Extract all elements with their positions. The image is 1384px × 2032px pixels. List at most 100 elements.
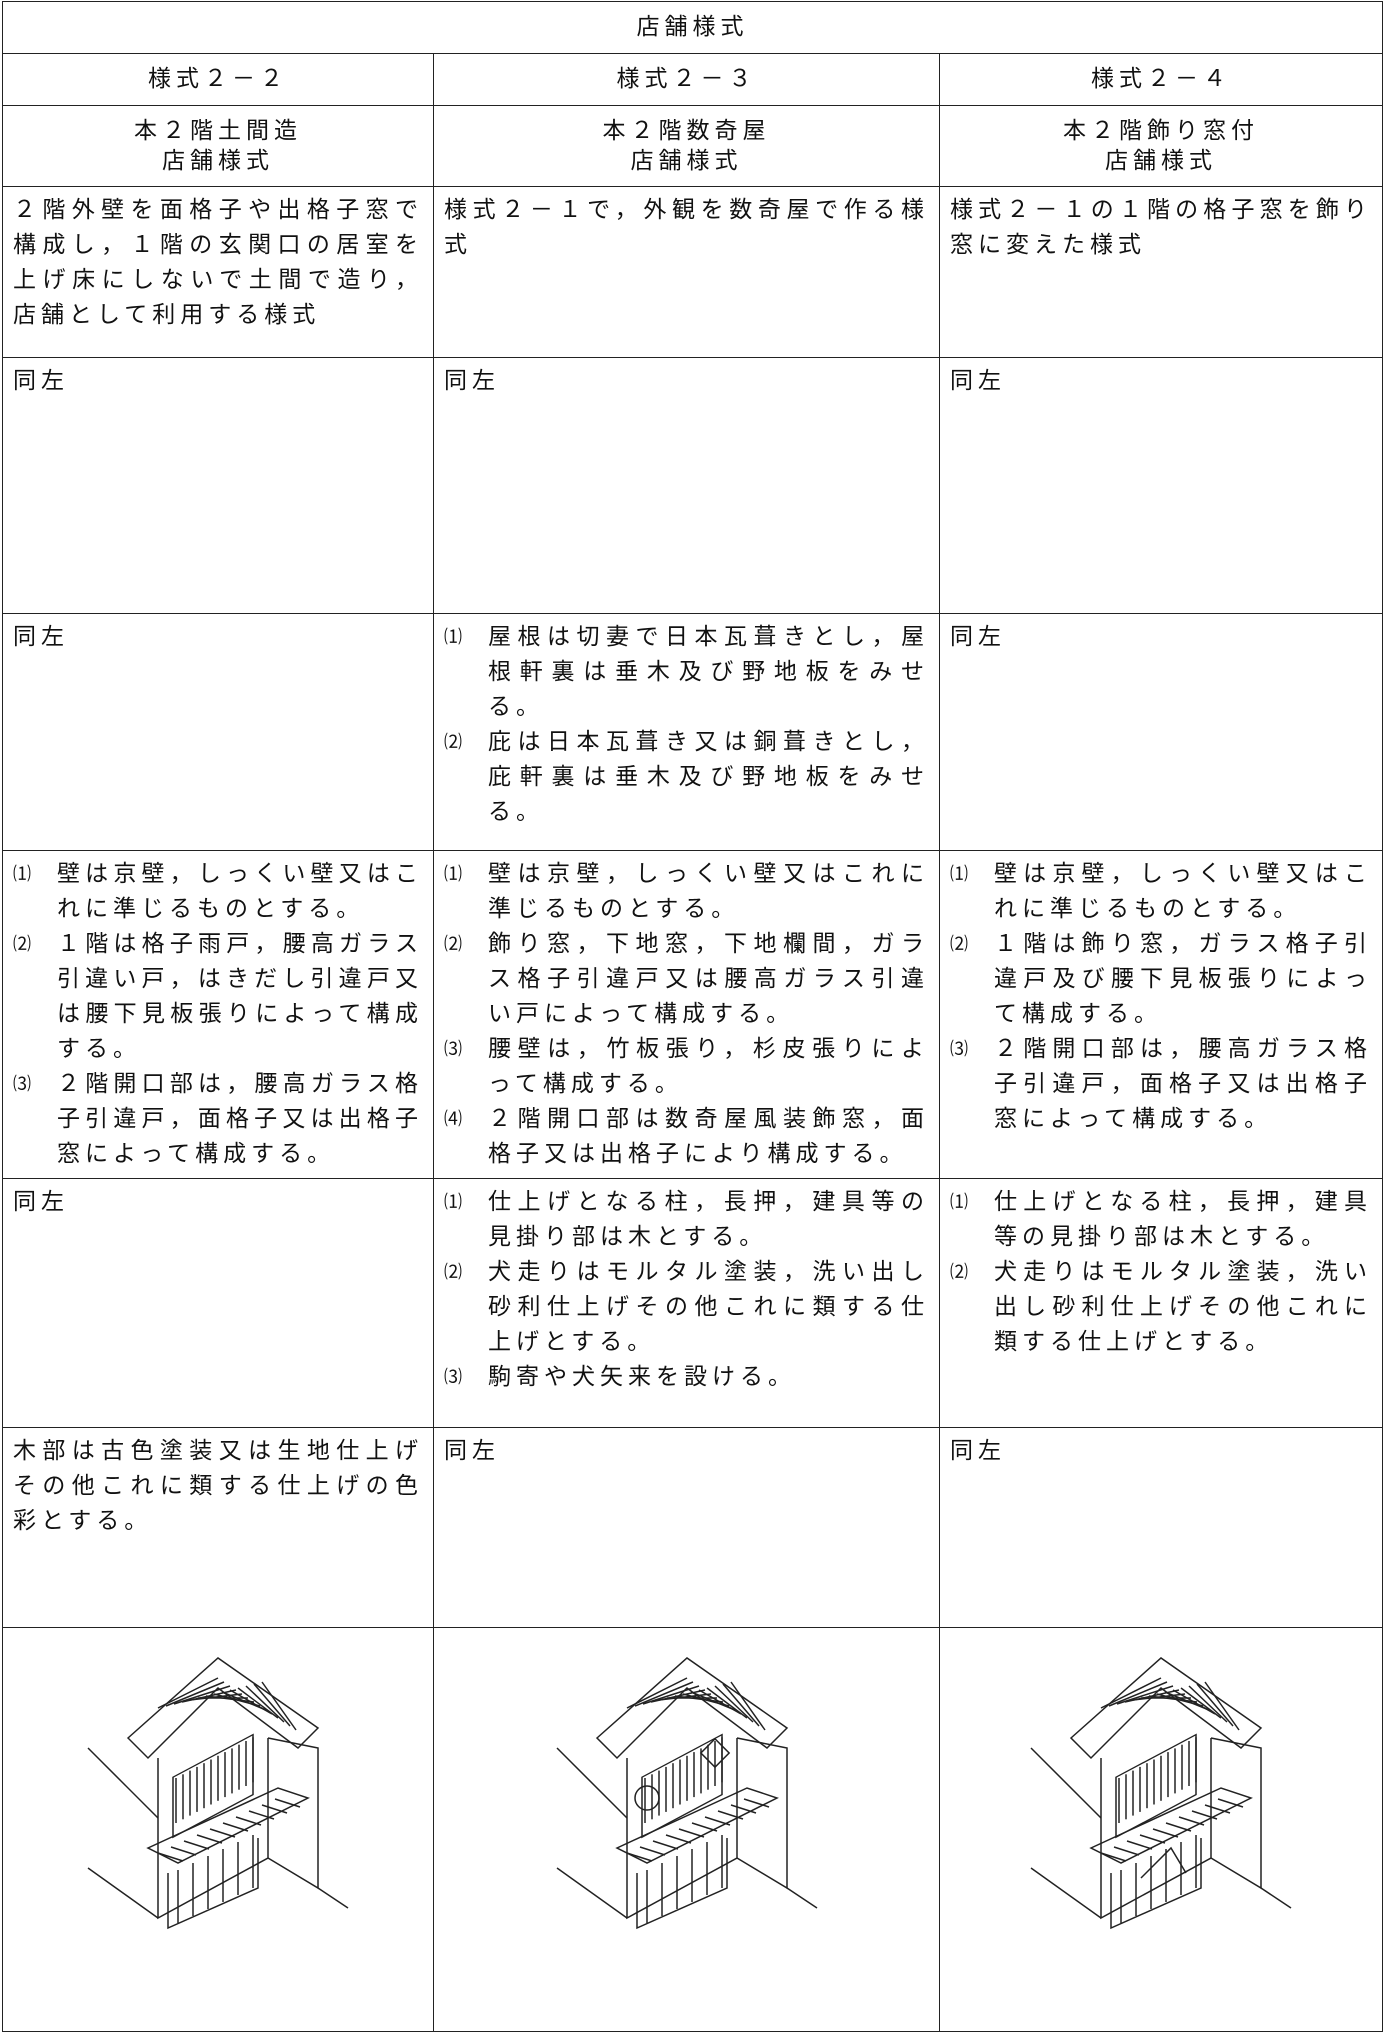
header-row: 様式２－２ 様式２－３ 様式２－４ (2, 53, 1384, 106)
item-marker: ⑴ (950, 864, 968, 885)
content-cell: ⑴ 屋根は切妻で日本瓦葺きとし，屋根軒裏は垂木及び野地板をみせる。 ⑵ 庇は日本瓦葺き… (433, 613, 940, 851)
item-marker: ⑶ (13, 1074, 31, 1095)
content-cell: 同左 (938, 1427, 1384, 1628)
item-marker: ⑷ (444, 1109, 462, 1130)
item-text: 壁は京壁，しっくい壁又はこれに準じるものとする。 (57, 861, 423, 922)
content-cell: 同左 (2, 1178, 434, 1428)
item-marker: ⑴ (444, 864, 462, 885)
item-text: 壁は京壁，しっくい壁又はこれに準じるものとする。 (488, 861, 929, 922)
content-cell: 同左 (2, 357, 434, 614)
item-text: ２階開口部は数奇屋風装飾窓，面格子又は出格子により構成する。 (488, 1106, 929, 1167)
content-cell: ２階外壁を面格子や出格子窓で構成し，１階の玄関口の居室を上げ床にしないで土間で造… (2, 186, 434, 358)
content-cell: ⑴ 壁は京壁，しっくい壁又はこれに準じるものとする。 ⑵ 飾り窓，下地窓，下地欄間，ガ… (433, 850, 940, 1179)
list-item: ⑵ 庇は日本瓦葺き又は銅葺きとし，庇軒裏は垂木及び野地板をみせる。 (444, 725, 929, 830)
cell-text: 同左 (950, 1438, 1006, 1464)
cell-text: 同左 (950, 624, 1006, 650)
subtitle-line: 本２階飾り窓付 (1063, 118, 1259, 144)
item-marker: ⑴ (950, 1192, 968, 1213)
content-cell: ⑴ 仕上げとなる柱，長押，建具等の見掛り部は木とする。 ⑵ 犬走りはモルタル塗装，洗い… (433, 1178, 940, 1428)
content-cell: 様式２－１の１階の格子窓を飾り窓に変えた様式 (938, 186, 1384, 358)
item-marker: ⑵ (444, 934, 462, 955)
item-text: １階は格子雨戸，腰高ガラス引違い戸，はきだし引違戸又は腰下見板張りによって構成す… (57, 931, 423, 1062)
cell-text: 同左 (444, 368, 500, 394)
list-item: ⑵ １階は飾り窓，ガラス格子引違戸及び腰下見板張りによって構成する。 (950, 927, 1372, 1032)
title-row: 店舗様式 (1, 1, 1384, 54)
item-text: 庇は日本瓦葺き又は銅葺きとし，庇軒裏は垂木及び野地板をみせる。 (488, 729, 929, 825)
cell-text: 様式２－１の１階の格子窓を飾り窓に変えた様式 (950, 197, 1373, 258)
item-marker: ⑵ (13, 934, 31, 955)
item-text: 犬走りはモルタル塗装，洗い出し砂利仕上げその他これに類する仕上げとする。 (994, 1259, 1373, 1355)
content-cell: 木部は古色塗装又は生地仕上げその他これに類する仕上げの色彩とする。 (2, 1427, 434, 1628)
list-item: ⑵ 犬走りはモルタル塗装，洗い出し砂利仕上げその他これに類する仕上げとする。 (444, 1255, 929, 1360)
list-item: ⑵ 犬走りはモルタル塗装，洗い出し砂利仕上げその他これに類する仕上げとする。 (950, 1255, 1372, 1360)
item-marker: ⑵ (444, 1262, 462, 1283)
content-cell: 同左 (433, 1427, 940, 1628)
item-marker: ⑶ (950, 1039, 968, 1060)
list-item: ⑶ ２階開口部は，腰高ガラス格子引違戸，面格子又は出格子窓によって構成する。 (950, 1032, 1372, 1137)
column-subtitle: 本２階土間造 店舗様式 (2, 105, 434, 187)
illustration-cell (2, 1627, 434, 2032)
column-subtitle: 本２階飾り窓付 店舗様式 (938, 105, 1384, 187)
content-cell: ⑴ 壁は京壁，しっくい壁又はこれに準じるものとする。 ⑵ １階は格子雨戸，腰高ガラス引… (2, 850, 434, 1179)
content-cell: 同左 (2, 613, 434, 851)
subtitle-line: 店舗様式 (162, 148, 274, 174)
content-row: 木部は古色塗装又は生地仕上げその他これに類する仕上げの色彩とする。 同左 同左 (2, 1427, 1384, 1628)
list-item: ⑶ 駒寄や犬矢来を設ける。 (444, 1360, 929, 1395)
illustration-cell (938, 1627, 1384, 2032)
subtitle-line: 本２階土間造 (134, 118, 302, 144)
building-sketch (555, 1657, 817, 1930)
cell-text: 様式２－１で，外観を数奇屋で作る様式 (444, 197, 929, 258)
content-cell: 同左 (433, 357, 940, 614)
illustration-row (2, 1627, 1384, 2032)
subtitle-line: 店舗様式 (1105, 148, 1217, 174)
column-subtitle: 本２階数奇屋 店舗様式 (433, 105, 940, 187)
item-text: ２階開口部は，腰高ガラス格子引違戸，面格子又は出格子窓によって構成する。 (57, 1071, 423, 1167)
list-item: ⑴ 壁は京壁，しっくい壁又はこれに準じるものとする。 (444, 857, 929, 927)
item-marker: ⑶ (444, 1039, 462, 1060)
list-item: ⑶ ２階開口部は，腰高ガラス格子引違戸，面格子又は出格子窓によって構成する。 (13, 1067, 423, 1172)
item-text: 犬走りはモルタル塗装，洗い出し砂利仕上げその他これに類する仕上げとする。 (488, 1259, 929, 1355)
cell-text: 木部は古色塗装又は生地仕上げその他これに類する仕上げの色彩とする。 (13, 1438, 423, 1534)
item-text: 飾り窓，下地窓，下地欄間，ガラス格子引違戸又は腰高ガラス引違い戸によって構成する… (488, 931, 929, 1027)
building-sketch (1030, 1657, 1292, 1930)
cell-text: 同左 (13, 624, 69, 650)
content-cell: ⑴ 仕上げとなる柱，長押，建具等の見掛り部は木とする。 ⑵ 犬走りはモルタル塗装，洗い… (938, 1178, 1384, 1428)
content-row: 同左 ⑴ 仕上げとなる柱，長押，建具等の見掛り部は木とする。 ⑵ 犬走りはモルタル塗装，… (2, 1178, 1384, 1428)
item-marker: ⑵ (950, 1262, 968, 1283)
list-item: ⑴ 仕上げとなる柱，長押，建具等の見掛り部は木とする。 (444, 1185, 929, 1255)
cell-text: ２階外壁を面格子や出格子窓で構成し，１階の玄関口の居室を上げ床にしないで土間で造… (13, 197, 423, 328)
list-item: ⑷ ２階開口部は数奇屋風装飾窓，面格子又は出格子により構成する。 (444, 1102, 929, 1172)
content-cell: 同左 (938, 357, 1384, 614)
item-text: 駒寄や犬矢来を設ける。 (488, 1364, 796, 1390)
cell-text: 同左 (950, 368, 1006, 394)
illustration-cell (433, 1627, 940, 2032)
list-item: ⑴ 壁は京壁，しっくい壁又はこれに準じるものとする。 (13, 857, 423, 927)
column-header: 様式２－２ (2, 53, 434, 106)
item-marker: ⑴ (13, 864, 31, 885)
item-text: ２階開口部は，腰高ガラス格子引違戸，面格子又は出格子窓によって構成する。 (994, 1036, 1373, 1132)
cell-text: 同左 (13, 1189, 69, 1215)
subtitle-line: 本２階数奇屋 (602, 118, 771, 144)
cell-text: 同左 (13, 368, 69, 394)
list-item: ⑴ 仕上げとなる柱，長押，建具等の見掛り部は木とする。 (950, 1185, 1372, 1255)
subtitle-row: 本２階土間造 店舗様式 本２階数奇屋 店舗様式 本２階飾り窓付 店舗様式 (2, 105, 1384, 187)
list-item: ⑵ １階は格子雨戸，腰高ガラス引違い戸，はきだし引違戸又は腰下見板張りによって構成… (13, 927, 423, 1067)
list-item: ⑴ 屋根は切妻で日本瓦葺きとし，屋根軒裏は垂木及び野地板をみせる。 (444, 620, 929, 725)
cell-text: 同左 (444, 1438, 500, 1464)
content-row: 同左 ⑴ 屋根は切妻で日本瓦葺きとし，屋根軒裏は垂木及び野地板をみせる。 ⑵ 庇は日本瓦… (2, 613, 1384, 851)
building-sketch (87, 1657, 349, 1930)
item-text: １階は飾り窓，ガラス格子引違戸及び腰下見板張りによって構成する。 (994, 931, 1373, 1027)
column-header: 様式２－３ (433, 53, 940, 106)
list-item: ⑶ 腰壁は，竹板張り，杉皮張りによって構成する。 (444, 1032, 929, 1102)
content-cell: ⑴ 壁は京壁，しっくい壁又はこれに準じるものとする。 ⑵ １階は飾り窓，ガラス格子引違… (938, 850, 1384, 1179)
subtitle-line: 店舗様式 (630, 148, 743, 174)
list-item: ⑵ 飾り窓，下地窓，下地欄間，ガラス格子引違戸又は腰高ガラス引違い戸によって構成す… (444, 927, 929, 1032)
content-row: ２階外壁を面格子や出格子窓で構成し，１階の玄関口の居室を上げ床にしないで土間で造… (2, 186, 1384, 358)
content-cell: 様式２－１で，外観を数奇屋で作る様式 (433, 186, 940, 358)
item-marker: ⑴ (444, 1192, 462, 1213)
table-title: 店舗様式 (1, 1, 1384, 54)
item-text: 壁は京壁，しっくい壁又はこれに準じるものとする。 (994, 861, 1373, 922)
